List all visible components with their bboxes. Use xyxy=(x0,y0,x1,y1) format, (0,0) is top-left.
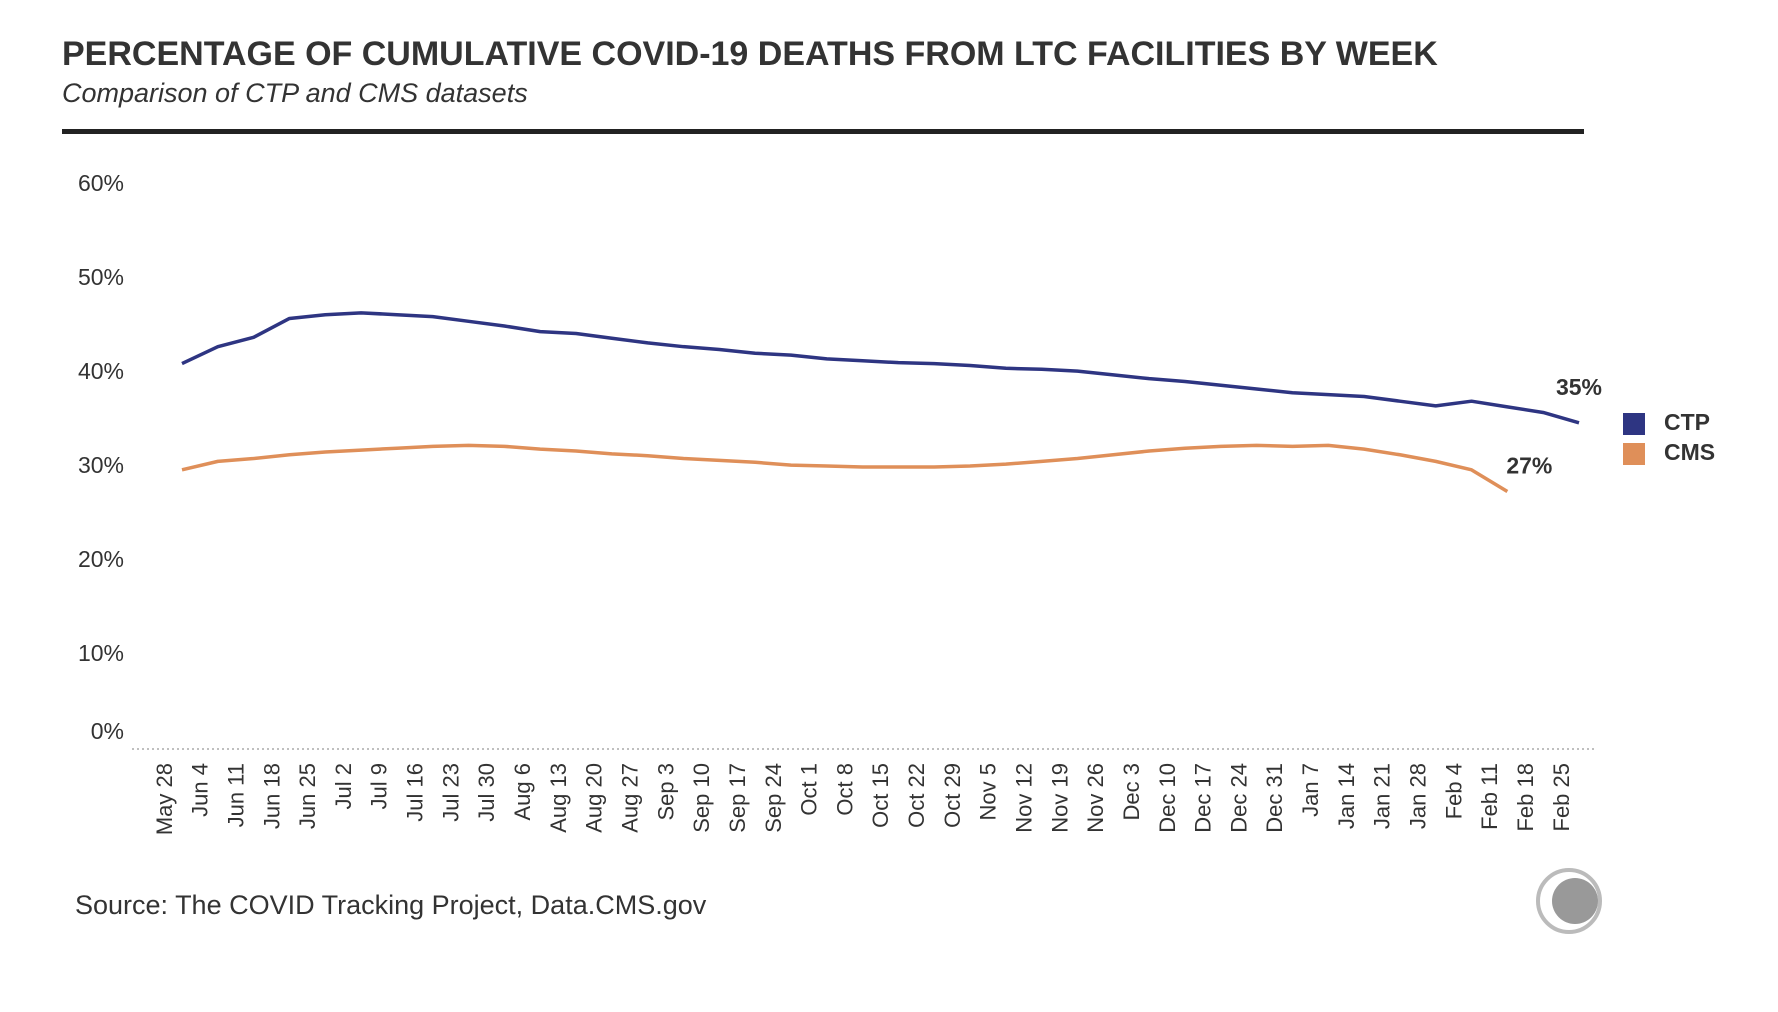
series-line xyxy=(181,443,1509,493)
x-tick-label: Dec 24 xyxy=(1226,763,1251,833)
x-tick-label: Oct 8 xyxy=(832,763,857,816)
x-tick-label: Jun 4 xyxy=(188,763,213,817)
x-tick-label: Dec 3 xyxy=(1119,763,1144,820)
legend-swatch xyxy=(1623,443,1645,465)
x-tick-label: Jul 9 xyxy=(367,763,392,809)
legend-label: CTP xyxy=(1664,409,1710,435)
x-tick-label: Oct 29 xyxy=(940,763,965,828)
x-tick-label: Nov 19 xyxy=(1047,763,1072,833)
x-tick-label: Aug 20 xyxy=(582,763,607,833)
title-rule xyxy=(62,129,1584,134)
x-tick-label: Jul 30 xyxy=(474,763,499,822)
x-tick-label: Nov 26 xyxy=(1083,763,1108,833)
x-tick-label: Jun 25 xyxy=(295,763,320,829)
x-tick-label: Sep 10 xyxy=(689,763,714,833)
x-tick-label: Dec 17 xyxy=(1191,763,1216,833)
x-tick-label: Oct 1 xyxy=(797,763,822,816)
source: Source: The COVID Tracking Project, Data… xyxy=(75,890,707,920)
chart-title: PERCENTAGE OF CUMULATIVE COVID-19 DEATHS… xyxy=(62,35,1438,73)
x-tick-label: Sep 17 xyxy=(725,763,750,833)
x-tick-label: Aug 6 xyxy=(510,763,535,821)
x-tick-label: Feb 25 xyxy=(1549,763,1574,832)
y-tick-label: 20% xyxy=(78,546,124,572)
y-tick-label: 0% xyxy=(91,718,124,744)
x-tick-label: Jan 28 xyxy=(1406,763,1431,829)
logo xyxy=(1536,868,1602,934)
value-label: 35% xyxy=(1556,374,1602,400)
x-tick-label: Sep 3 xyxy=(653,763,678,821)
x-tick-label: Jan 14 xyxy=(1334,763,1359,829)
x-tick-label: Feb 18 xyxy=(1513,763,1538,832)
y-tick-label: 40% xyxy=(78,358,124,384)
legend-label: CMS xyxy=(1664,439,1715,465)
x-tick-label: May 28 xyxy=(152,763,177,835)
x-tick-label: Nov 12 xyxy=(1012,763,1037,833)
x-tick-label: Oct 22 xyxy=(904,763,929,828)
x-tick-label: Oct 15 xyxy=(868,763,893,828)
x-tick-label: Nov 5 xyxy=(976,763,1001,820)
x-tick-label: Aug 27 xyxy=(617,763,642,833)
value-label: 27% xyxy=(1506,453,1552,479)
y-tick-label: 50% xyxy=(78,264,124,290)
x-tick-label: Jun 18 xyxy=(259,763,284,829)
x-tick-label: Jul 23 xyxy=(438,763,463,822)
y-tick-label: 60% xyxy=(78,170,124,196)
x-tick-label: Jan 7 xyxy=(1298,763,1323,817)
x-tick-label: Feb 4 xyxy=(1441,763,1466,819)
series-line xyxy=(181,311,1580,425)
x-tick-label: Jun 11 xyxy=(223,763,248,827)
x-tick-label: Dec 31 xyxy=(1262,763,1287,833)
x-tick-label: Jan 21 xyxy=(1370,763,1395,829)
y-tick-label: 30% xyxy=(78,452,124,478)
x-tick-label: Jul 16 xyxy=(403,763,428,822)
x-tick-label: Dec 10 xyxy=(1155,763,1180,833)
x-tick-label: Sep 24 xyxy=(761,763,786,833)
legend-swatch xyxy=(1623,413,1645,435)
chart-subtitle: Comparison of CTP and CMS datasets xyxy=(62,78,528,108)
x-tick-label: Aug 13 xyxy=(546,763,571,833)
x-tick-label: Jul 2 xyxy=(331,763,356,809)
x-tick-label: Feb 11 xyxy=(1477,763,1502,830)
y-tick-label: 10% xyxy=(78,640,124,666)
